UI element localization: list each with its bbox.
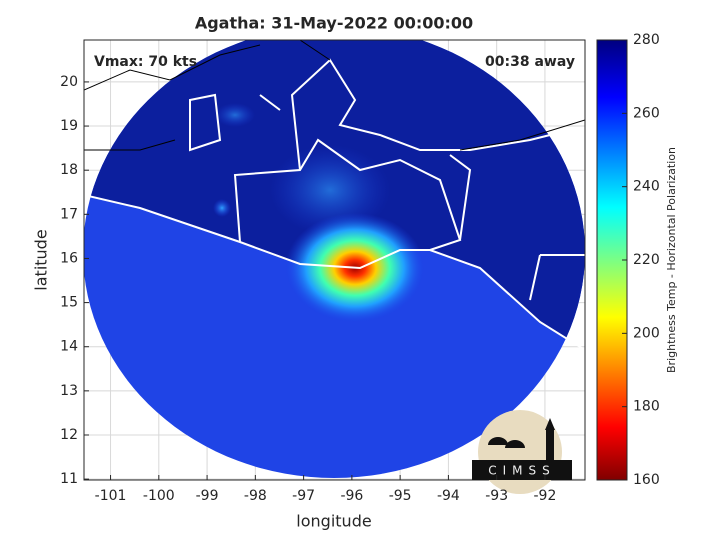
cloud: [213, 199, 231, 217]
cloud: [215, 103, 255, 127]
y-tick-label: 11: [60, 471, 78, 487]
chart-title: Agatha: 31-May-2022 00:00:00: [195, 14, 473, 33]
x-tick-label: -97: [292, 488, 315, 504]
plot-frame: [83, 39, 586, 481]
x-tick-label: -92: [534, 488, 557, 504]
x-axis-label: longitude: [296, 512, 371, 531]
y-tick-label: 14: [60, 339, 78, 355]
x-tick-label: -93: [485, 488, 508, 504]
colorbar-tick-label: 280: [633, 32, 660, 48]
map: [84, 40, 585, 478]
x-tick-label: -100: [143, 488, 175, 504]
colorbar-tick-label: 220: [633, 252, 660, 268]
x-tick-label: -94: [437, 488, 460, 504]
y-tick-label: 13: [60, 383, 78, 399]
y-tick-label: 16: [60, 250, 78, 266]
x-tick-label: -95: [389, 488, 412, 504]
y-tick-label: 17: [60, 206, 78, 222]
annotation: 00:38 away: [485, 54, 575, 70]
x-tick-label: -99: [196, 488, 219, 504]
colorbar-label: Brightness Temp - Horizontal Polarizatio…: [665, 147, 678, 373]
y-tick-label: 19: [60, 118, 78, 134]
borders: [84, 40, 585, 151]
y-tick-label: 12: [60, 427, 78, 443]
annotation: Vmax: 70 kts: [94, 54, 197, 70]
logo-text: CIMSS: [488, 464, 556, 478]
x-tick-label: -96: [340, 488, 363, 504]
colorbar-tick-label: 180: [633, 399, 660, 415]
colorbar-tick-label: 240: [633, 179, 660, 195]
colorbar-tick-label: 200: [633, 325, 660, 341]
coastline: [84, 58, 585, 351]
colorbar-tick-label: 260: [633, 105, 660, 121]
y-tick-label: 15: [60, 295, 78, 311]
y-axis-label: latitude: [32, 229, 51, 290]
y-tick-label: 18: [60, 162, 78, 178]
logo: CIMSS: [472, 410, 572, 494]
x-tick-label: -101: [95, 488, 127, 504]
colorbar-tick-label: 160: [633, 472, 660, 488]
x-tick-label: -98: [244, 488, 267, 504]
y-tick-label: 20: [60, 74, 78, 90]
